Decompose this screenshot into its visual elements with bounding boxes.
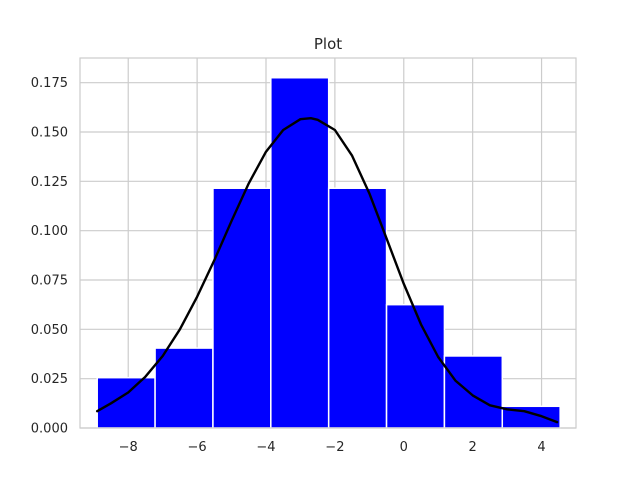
histogram-bar <box>154 347 214 429</box>
histogram-bar <box>327 187 388 429</box>
y-axis-ticks: 0.000 0.025 0.050 0.075 0.100 0.125 0.150 0.175 <box>31 76 68 436</box>
x-axis-ticks: −8 −6 −4 −2 0 2 4 <box>119 440 546 455</box>
x-tick-label: −8 <box>119 440 138 455</box>
density-curve-group <box>95 116 559 424</box>
histogram-bars <box>96 76 561 429</box>
x-tick-label: 2 <box>469 440 477 455</box>
x-tick-label: −4 <box>256 440 275 455</box>
density-curve <box>95 116 559 424</box>
y-tick-label: 0.100 <box>31 224 68 239</box>
histogram-bar <box>96 376 156 429</box>
y-tick-label: 0.050 <box>31 323 68 338</box>
x-tick-label: −2 <box>325 440 344 455</box>
x-tick-label: 0 <box>400 440 408 455</box>
x-tick-label: 4 <box>537 440 545 455</box>
y-tick-label: 0.025 <box>31 372 68 387</box>
chart-title: Plot <box>314 35 342 53</box>
y-tick-label: 0.125 <box>31 175 68 190</box>
histogram-bar <box>443 355 504 429</box>
x-tick-label: −6 <box>188 440 207 455</box>
y-tick-label: 0.075 <box>31 274 68 289</box>
histogram-bar <box>212 187 272 429</box>
plot-frame <box>79 57 577 429</box>
y-tick-label: 0.175 <box>31 76 68 91</box>
y-tick-label: 0.000 <box>31 422 68 437</box>
histogram-bar <box>270 76 330 429</box>
histogram-bar <box>385 303 446 429</box>
y-tick-label: 0.150 <box>31 126 68 141</box>
